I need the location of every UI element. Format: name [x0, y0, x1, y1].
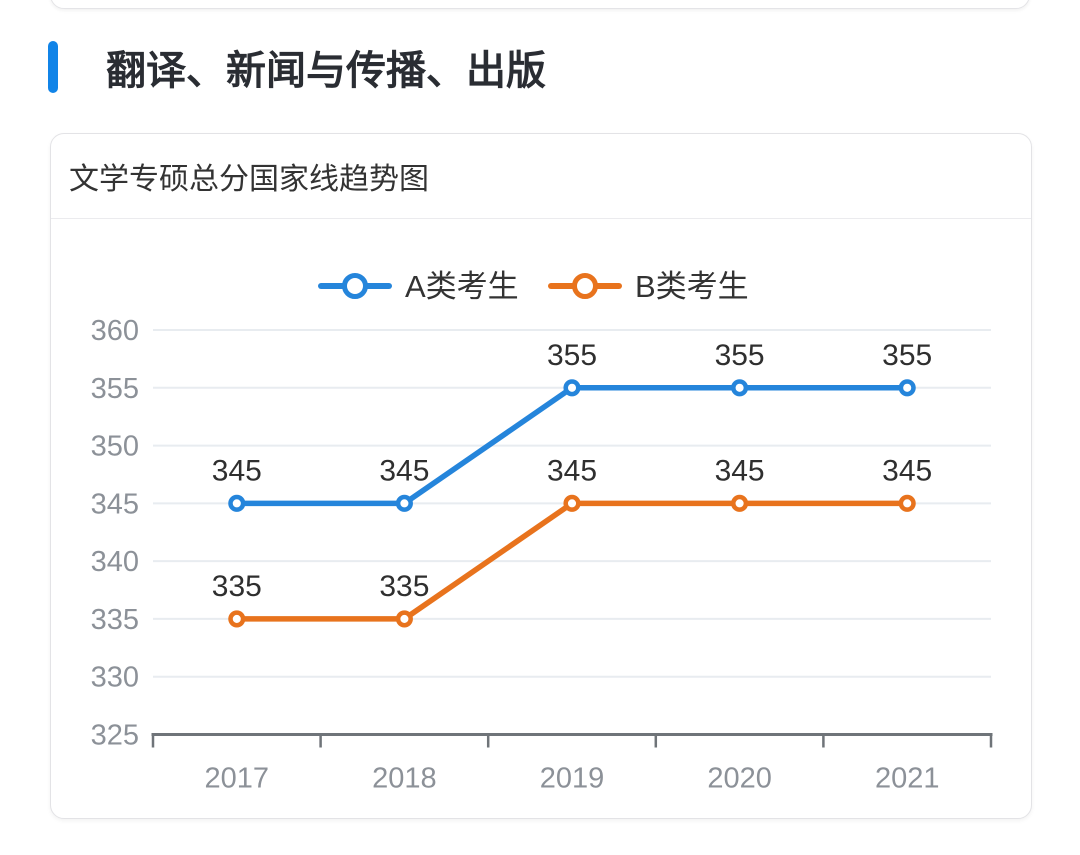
data-point-b: [731, 494, 749, 512]
legend-marker-circle-b: [572, 273, 598, 299]
x-axis-label: 2021: [875, 763, 940, 795]
previous-card-bottom-edge: [50, 0, 1030, 9]
chart-card: 文学专硕总分国家线趋势图 325 330 335 340 345 350 355 360 201…: [50, 133, 1032, 819]
section-accent-bar: [48, 41, 58, 93]
data-label-b: 345: [547, 454, 597, 487]
data-point-b: [395, 610, 413, 628]
data-label-a: 345: [212, 454, 262, 487]
y-axis-label: 335: [91, 604, 139, 636]
data-point-a: [563, 379, 581, 397]
x-axis-label: 2020: [707, 763, 772, 795]
data-point-a: [731, 379, 749, 397]
y-axis-label: 355: [91, 373, 139, 405]
y-axis-label: 340: [91, 546, 139, 578]
x-axis-label: 2017: [205, 763, 270, 795]
chart-area: 325 330 335 340 345 350 355 360 2017 2018 2019 2020…: [51, 219, 1031, 817]
data-point-b: [563, 494, 581, 512]
y-axis-label: 330: [91, 662, 139, 694]
chart-card-title: 文学专硕总分国家线趋势图: [69, 163, 429, 196]
section-header: 翻译、新闻与传播、出版: [48, 38, 546, 96]
data-point-a: [395, 494, 413, 512]
x-axis-label: 2018: [372, 763, 437, 795]
legend-item-b[interactable]: B类考生: [548, 269, 749, 304]
data-label-a: 345: [379, 454, 429, 487]
legend-item-a[interactable]: A类考生: [318, 269, 519, 304]
data-label-b: 335: [212, 570, 262, 603]
data-point-a: [228, 494, 246, 512]
data-label-a: 355: [882, 339, 932, 372]
data-label-a: 355: [715, 339, 765, 372]
chart-card-header: 文学专硕总分国家线趋势图: [51, 134, 1031, 219]
data-label-b: 345: [715, 454, 765, 487]
data-point-a: [898, 379, 916, 397]
trend-chart: 325 330 335 340 345 350 355 360 2017 2018 2019 2020…: [91, 269, 993, 795]
legend-label-a: A类考生: [405, 269, 519, 304]
legend-marker-circle-a: [342, 273, 368, 299]
section-title: 翻译、新闻与传播、出版: [106, 49, 546, 93]
legend-label-b: B类考生: [635, 269, 749, 304]
y-axis-label: 325: [91, 720, 139, 752]
y-axis-label: 360: [91, 315, 139, 347]
data-label-b: 335: [379, 570, 429, 603]
data-label-b: 345: [882, 454, 932, 487]
data-point-b: [898, 494, 916, 512]
y-axis-label: 345: [91, 488, 139, 520]
x-axis-label: 2019: [540, 763, 605, 795]
data-label-a: 355: [547, 339, 597, 372]
y-axis-label: 350: [91, 431, 139, 463]
data-point-b: [228, 610, 246, 628]
